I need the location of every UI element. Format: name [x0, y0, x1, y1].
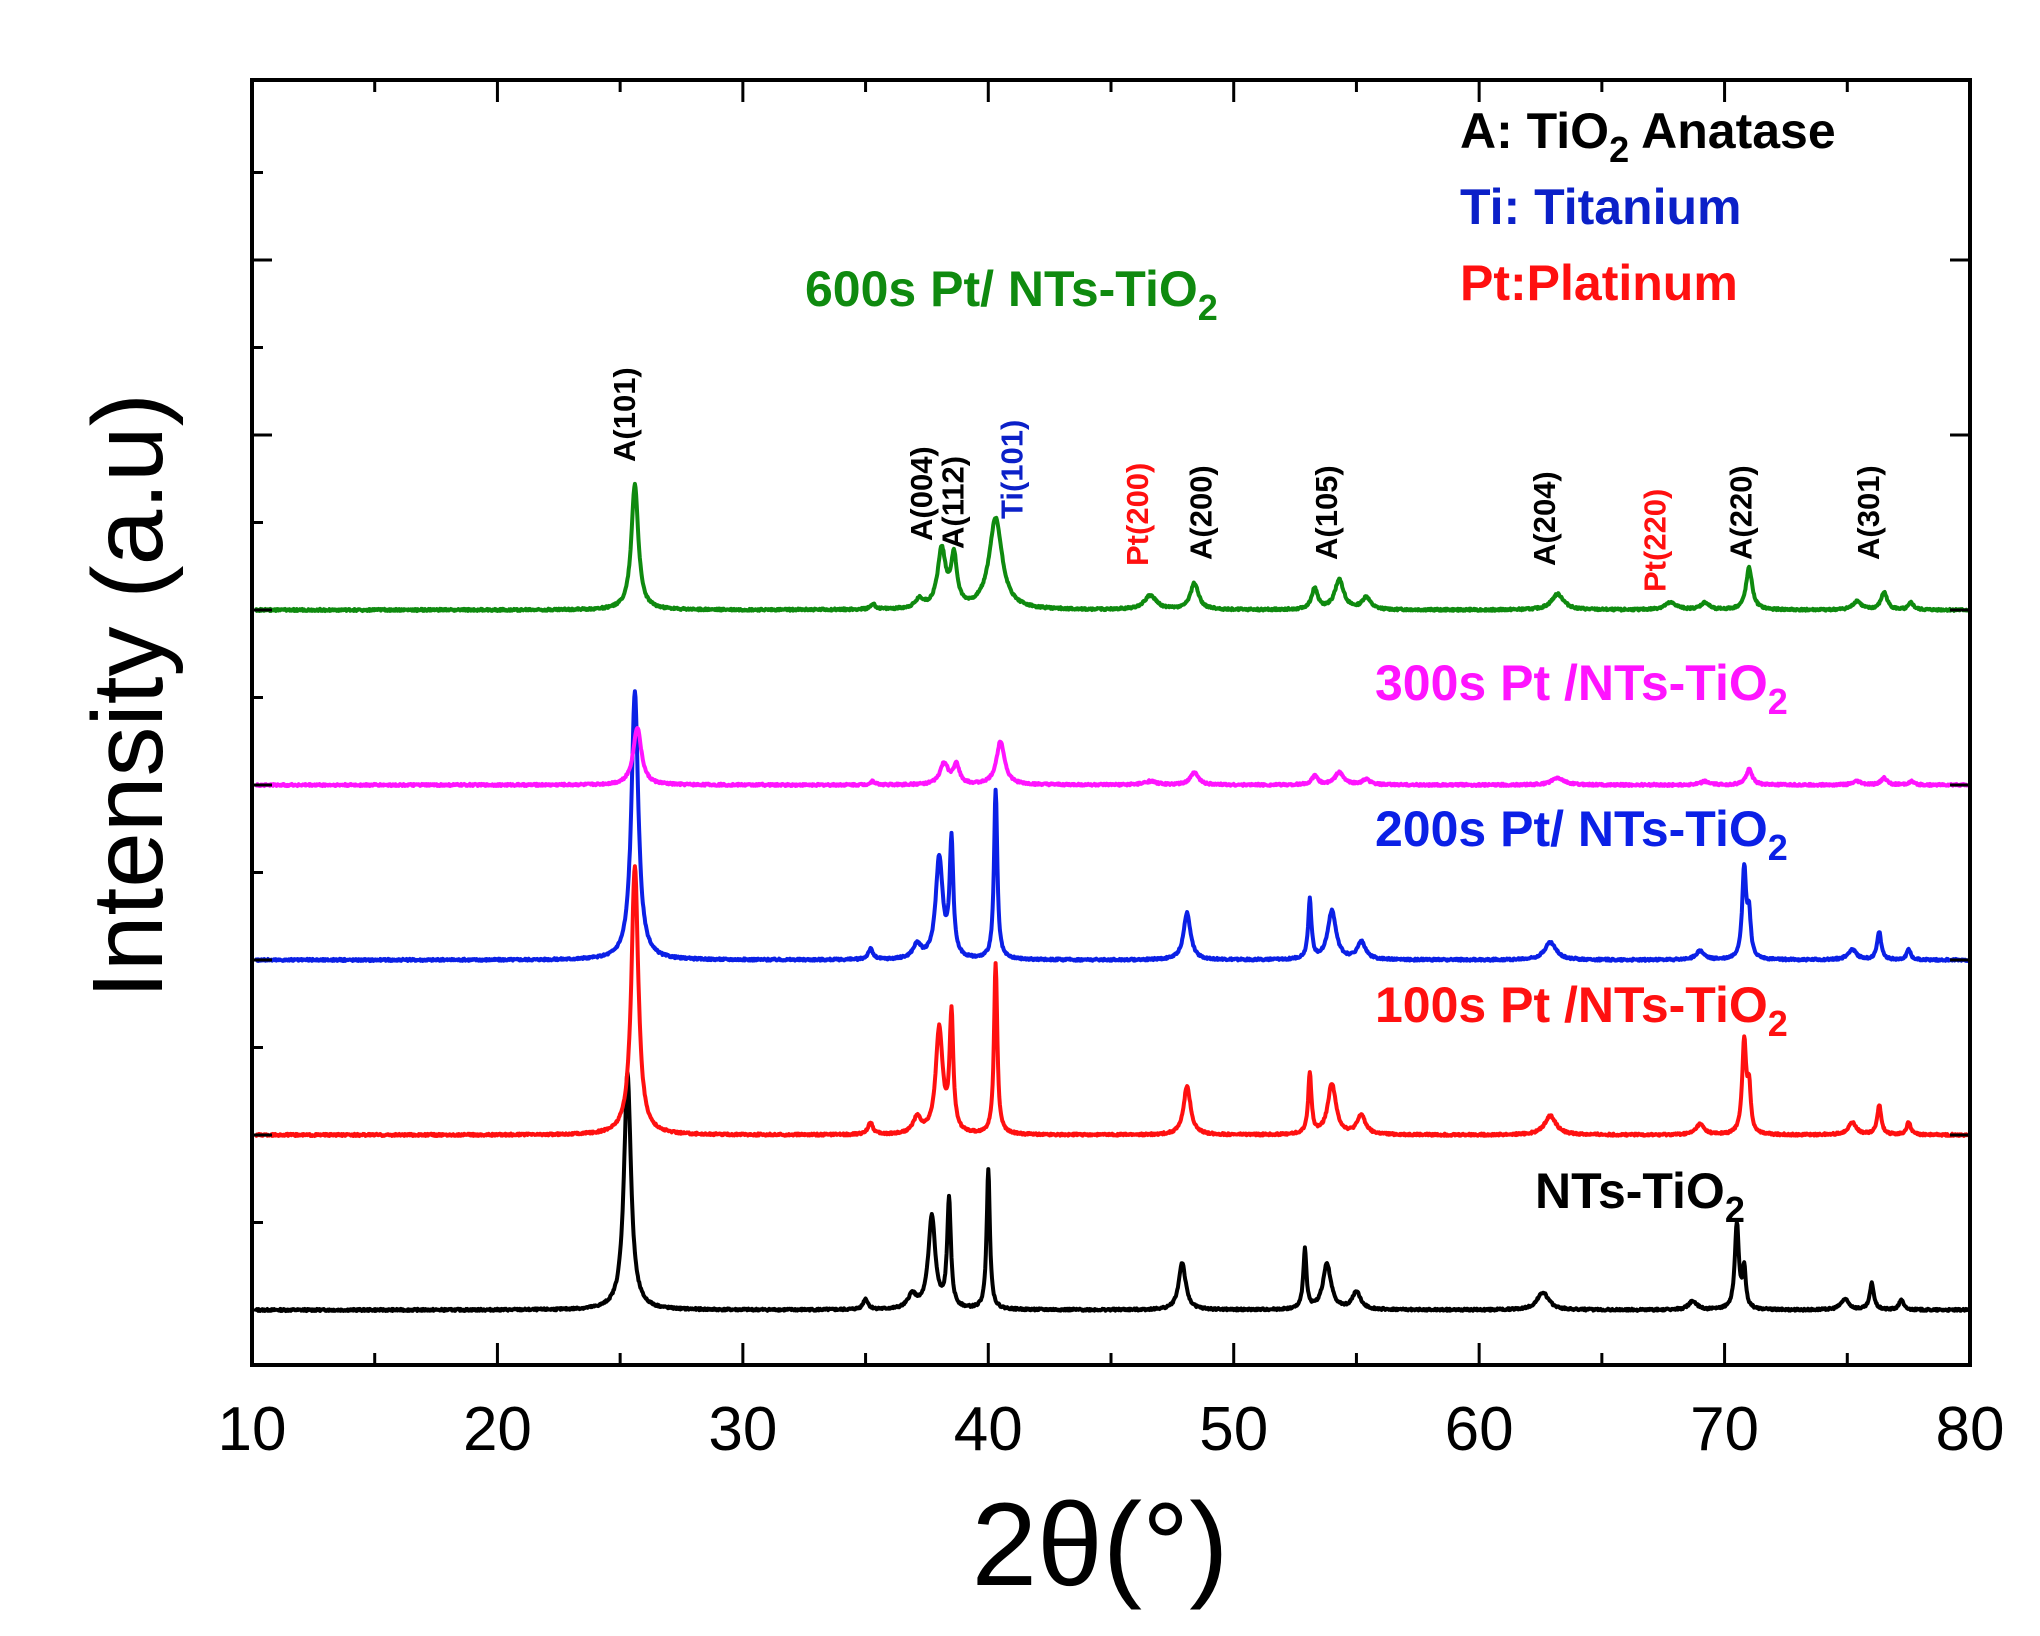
peak-labels: A(101) A(004)A(112) Ti(101) Pt(200) A(200) A(… — [607, 367, 1886, 592]
series-label-main: NTs-TiO — [1535, 1163, 1725, 1219]
series-label-subscript: 2 — [1198, 287, 1218, 328]
series-label: NTs-TiO2 — [1535, 1163, 1745, 1230]
peak-label: Pt(220) — [1638, 489, 1673, 592]
series-line — [254, 864, 1970, 1138]
x-tick-label: 50 — [1199, 1395, 1268, 1464]
legend: A: TiO2 Anatase Ti: Titanium Pt:Platinum — [1460, 103, 1836, 311]
peak-label: A(004) — [904, 446, 939, 541]
series-label-main: 100s Pt /NTs-TiO — [1375, 977, 1768, 1033]
x-tick-labels: 10 20 30 40 50 60 70 80 — [218, 1395, 2005, 1464]
peak-label: A(200) — [1184, 465, 1219, 560]
series-label: 100s Pt /NTs-TiO2 — [1375, 977, 1788, 1044]
ticks-layer — [250, 80, 1972, 1365]
y-axis-title: Intensity (a.u) — [72, 393, 184, 999]
series-label-main: 200s Pt/ NTs-TiO — [1375, 801, 1768, 857]
peak-label: Ti(101) — [995, 420, 1030, 519]
series-label-main: 300s Pt /NTs-TiO — [1375, 655, 1768, 711]
legend-entry-text: Pt:Platinum — [1460, 255, 1738, 311]
series-label-subscript: 2 — [1768, 827, 1788, 868]
series-label: 600s Pt/ NTs-TiO2 — [805, 261, 1218, 328]
x-axis-title: 2θ(°) — [971, 1479, 1228, 1611]
series-label: 300s Pt /NTs-TiO2 — [1375, 655, 1788, 722]
legend-entry: Ti: Titanium — [1460, 179, 1742, 235]
series-label-subscript: 2 — [1768, 1003, 1788, 1044]
peak-label: A(204) — [1527, 471, 1562, 566]
series-layer — [253, 481, 1970, 1313]
peak-label: A(301) — [1851, 465, 1886, 560]
series-line — [254, 481, 1970, 613]
series-label: 200s Pt/ NTs-TiO2 — [1375, 801, 1788, 868]
x-tick-label: 20 — [463, 1395, 532, 1464]
peak-label: A(112) — [936, 456, 971, 549]
x-tick-label: 30 — [708, 1395, 777, 1464]
legend-entry: A: TiO2 Anatase — [1460, 103, 1836, 170]
series-line — [254, 1070, 1970, 1313]
legend-entry-text: A: TiO — [1460, 103, 1609, 159]
x-tick-label: 70 — [1690, 1395, 1759, 1464]
x-tick-label: 10 — [218, 1395, 287, 1464]
series-line — [253, 726, 1970, 788]
series-line — [253, 689, 1970, 963]
legend-entry: Pt:Platinum — [1460, 255, 1738, 311]
peak-label: A(101) — [607, 367, 642, 462]
peak-label: Pt(200) — [1120, 463, 1155, 566]
series-label-main: 600s Pt/ NTs-TiO — [805, 261, 1198, 317]
legend-entry-subscript: 2 — [1609, 129, 1629, 170]
x-tick-label: 40 — [954, 1395, 1023, 1464]
x-tick-label: 60 — [1445, 1395, 1514, 1464]
legend-entry-text: Ti: Titanium — [1460, 179, 1742, 235]
series-label-subscript: 2 — [1768, 681, 1788, 722]
series-label-subscript: 2 — [1725, 1189, 1745, 1230]
peak-label: A(220) — [1724, 465, 1759, 560]
x-tick-label: 80 — [1936, 1395, 2005, 1464]
legend-entry-suffix: Anatase — [1629, 103, 1836, 159]
peak-label: A(105) — [1309, 465, 1344, 560]
